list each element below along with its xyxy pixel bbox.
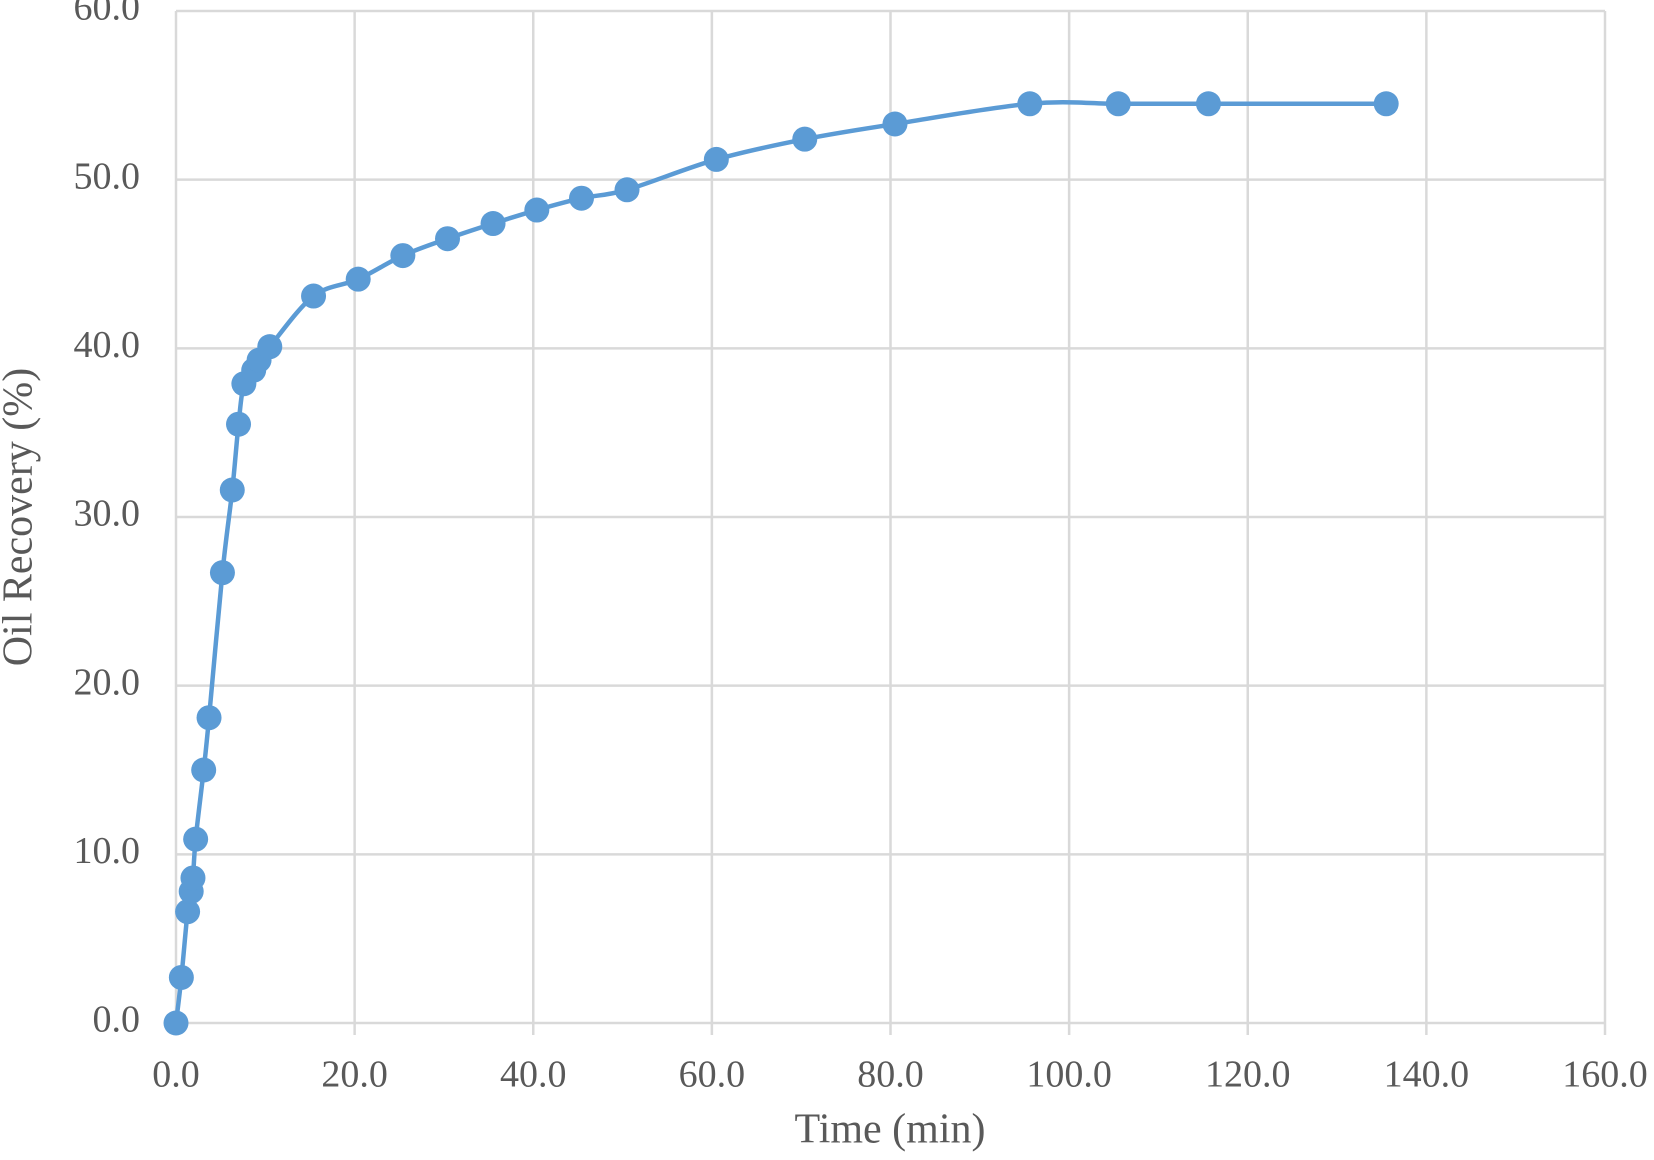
data-point: [390, 243, 416, 269]
data-point: [524, 197, 550, 223]
data-point: [792, 126, 818, 152]
x-tick-label: 100.0: [1026, 1054, 1112, 1096]
x-tick-label: 80.0: [857, 1054, 924, 1096]
data-point: [219, 477, 245, 503]
x-tick-label: 60.0: [679, 1054, 746, 1096]
data-point: [226, 411, 252, 437]
data-point: [163, 1010, 189, 1036]
data-point: [1105, 91, 1131, 117]
x-tick-label: 140.0: [1384, 1054, 1470, 1096]
data-point: [180, 865, 206, 891]
data-point: [614, 177, 640, 203]
data-point: [209, 560, 235, 586]
data-point: [301, 283, 327, 309]
y-tick-label: 0.0: [93, 999, 141, 1041]
data-point: [1195, 91, 1221, 117]
series-line: [173, 100, 1387, 1024]
data-point: [196, 705, 222, 731]
x-axis-title: Time (min): [795, 1107, 986, 1153]
x-tick-label: 160.0: [1562, 1054, 1648, 1096]
x-tick-label: 20.0: [321, 1054, 388, 1096]
y-tick-label: 10.0: [74, 830, 141, 872]
data-point: [345, 266, 371, 292]
y-tick-label: 20.0: [74, 661, 141, 703]
y-tick-label: 30.0: [74, 493, 141, 535]
data-point: [175, 899, 201, 925]
x-tick-label: 0.0: [152, 1054, 200, 1096]
data-point: [435, 226, 461, 252]
x-tick-label: 40.0: [500, 1054, 567, 1096]
data-point: [168, 964, 194, 990]
data-point: [1017, 91, 1043, 117]
data-point: [568, 185, 594, 211]
data-point: [191, 757, 217, 783]
data-point: [703, 146, 729, 172]
x-tick-label: 120.0: [1205, 1054, 1291, 1096]
y-axis-title: Oil Recovery (%): [0, 368, 42, 667]
y-tick-label: 40.0: [74, 324, 141, 366]
data-point: [257, 334, 283, 360]
data-point: [183, 826, 209, 852]
data-point: [882, 111, 908, 137]
data-point: [1373, 91, 1399, 117]
y-tick-label: 60.0: [74, 0, 141, 29]
y-tick-label: 50.0: [74, 155, 141, 197]
data-point: [480, 211, 506, 237]
